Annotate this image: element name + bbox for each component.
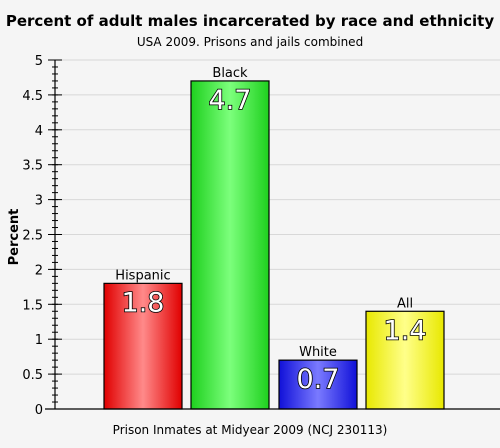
y-tick-label: 4.5 [22, 89, 43, 104]
y-tick-label: 3.5 [22, 159, 43, 174]
y-tick-label: 2.5 [22, 229, 43, 244]
y-tick-label: 1 [35, 333, 43, 348]
y-tick-label: 4 [35, 124, 43, 139]
bar-group-white: White 0.7 [278, 345, 358, 410]
category-label: Black [212, 66, 248, 81]
category-label: All [397, 296, 413, 311]
bar-black [190, 80, 270, 410]
chart-subtitle: USA 2009. Prisons and jails combined [137, 35, 363, 49]
y-tick-label: 0.5 [22, 368, 43, 383]
y-tick-label: 0 [35, 403, 43, 418]
category-label: Hispanic [115, 268, 170, 283]
data-label: 4.7 [209, 85, 252, 116]
y-axis: 0 0.5 1 1.5 2 2.5 3 3.5 4 4.5 5 [22, 54, 500, 418]
category-label: White [299, 345, 337, 360]
bar-hispanic [103, 282, 183, 410]
x-axis-label: Prison Inmates at Midyear 2009 (NCJ 2301… [113, 423, 388, 437]
y-tick-label: 1.5 [22, 298, 43, 313]
bar-group-black: Black 4.7 [190, 66, 270, 410]
data-label: 1.4 [384, 315, 427, 346]
bars: Hispanic 1.8 Black 4.7 White 0.7 All 1.4 [103, 66, 445, 410]
y-tick-label: 3 [35, 194, 43, 209]
y-tick-label: 5 [35, 54, 43, 69]
y-tick-label: 2 [35, 263, 43, 278]
y-axis-label: Percent [7, 209, 22, 266]
bar-group-all: All 1.4 [365, 296, 445, 410]
bar-group-hispanic: Hispanic 1.8 [103, 268, 183, 410]
chart-title: Percent of adult males incarcerated by r… [6, 12, 495, 30]
bar-white [278, 359, 358, 410]
data-label: 0.7 [297, 364, 340, 395]
data-label: 1.8 [122, 287, 165, 318]
